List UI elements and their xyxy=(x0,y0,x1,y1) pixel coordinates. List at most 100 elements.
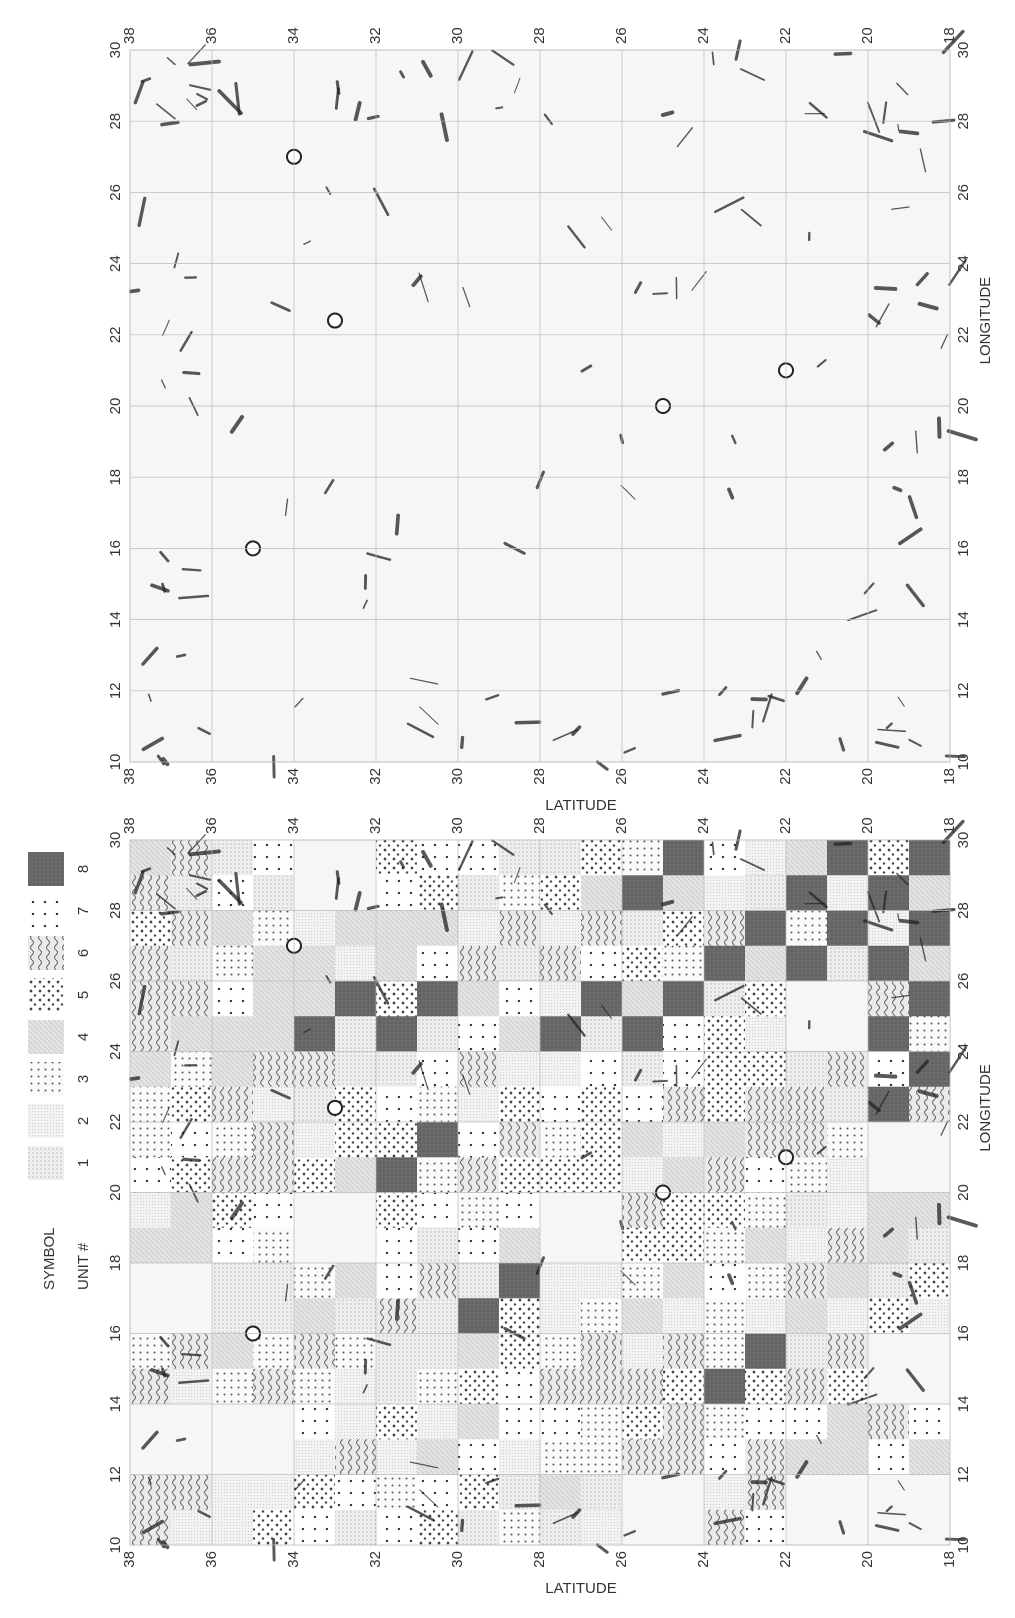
latitude-tick-label: 28 xyxy=(531,27,548,44)
unit-cell xyxy=(171,981,212,1016)
terrain-ridge xyxy=(894,1273,900,1275)
unit-cell xyxy=(540,911,582,946)
unit-cell xyxy=(171,1334,212,1369)
unit-cell xyxy=(253,1052,294,1087)
unit-cell xyxy=(458,874,500,910)
unit-cell xyxy=(376,1438,418,1474)
unit-cell xyxy=(663,981,704,1016)
unit-cell xyxy=(499,1404,540,1439)
legend-swatch xyxy=(28,1062,64,1096)
unit-cell xyxy=(540,1122,582,1157)
unit-cell xyxy=(253,840,294,875)
unit-cell xyxy=(704,1122,746,1157)
unit-cell xyxy=(704,1193,746,1228)
longitude-tick-label: 16 xyxy=(107,1325,124,1342)
unit-cell xyxy=(458,1015,500,1051)
terrain-ridge xyxy=(835,843,850,844)
terrain-ridge xyxy=(901,132,918,134)
latitude-tick-label: 36 xyxy=(203,1551,220,1568)
unit-cell xyxy=(622,1404,664,1439)
unit-cell xyxy=(253,1122,294,1157)
unit-cell xyxy=(212,840,254,875)
unit-cell xyxy=(376,981,418,1016)
longitude-tick-label: 22 xyxy=(955,1114,972,1131)
unit-cell xyxy=(909,1227,950,1263)
unit-cell xyxy=(458,1193,500,1228)
unit-cell xyxy=(376,1227,418,1263)
unit-cell xyxy=(376,840,418,875)
unit-cell xyxy=(540,1475,582,1510)
legend-swatch xyxy=(28,978,64,1012)
legend-unit: 1 xyxy=(75,1159,92,1167)
unit-cell xyxy=(704,1263,746,1298)
unit-cell xyxy=(745,1193,786,1228)
unit-cell xyxy=(212,1052,254,1087)
unit-cell xyxy=(786,840,828,875)
unit-cell xyxy=(417,1297,458,1333)
unit-cell xyxy=(704,911,746,946)
unit-cell xyxy=(745,874,786,910)
terrain-ridge xyxy=(901,921,918,923)
unit-cell xyxy=(171,945,212,981)
unit-cell xyxy=(417,840,458,875)
latitude-tick-label: 38 xyxy=(121,817,138,834)
longitude-tick-label: 24 xyxy=(955,255,972,272)
longitude-tick-label: 24 xyxy=(107,1043,124,1060)
longitude-tick-label: 20 xyxy=(955,398,972,415)
unit-cell xyxy=(827,1052,868,1087)
unit-cell xyxy=(458,1368,500,1404)
unit-cell xyxy=(458,1438,500,1474)
unit-cell xyxy=(786,911,828,946)
unit-cell xyxy=(130,981,172,1016)
unit-cell xyxy=(745,1509,786,1545)
unit-cell xyxy=(663,1297,704,1333)
unit-cell xyxy=(868,1263,910,1298)
unit-cell xyxy=(294,1015,336,1051)
unit-cell xyxy=(499,1122,540,1157)
unit-cell xyxy=(581,1263,622,1298)
unit-cell xyxy=(704,1156,746,1192)
latitude-tick-label: 24 xyxy=(695,817,712,834)
unit-cell xyxy=(458,1156,500,1192)
unit-cell xyxy=(786,1227,828,1263)
legend-swatch xyxy=(28,1020,64,1054)
terrain-ridge xyxy=(177,1439,185,1441)
unit-cell xyxy=(581,1438,622,1474)
unit-cell xyxy=(704,1438,746,1474)
unit-cell xyxy=(253,1156,294,1192)
legend-unit: 6 xyxy=(75,949,92,957)
unit-label: UNIT # xyxy=(75,1242,92,1290)
unit-cell xyxy=(827,874,868,910)
unit-cell xyxy=(294,1509,336,1545)
unit-cell xyxy=(130,1015,172,1051)
unit-cell xyxy=(786,1297,828,1333)
unit-cell xyxy=(376,1193,418,1228)
latitude-tick-label: 34 xyxy=(285,27,302,44)
unit-cell xyxy=(417,1156,458,1192)
unit-cell xyxy=(663,1263,704,1298)
latitude-tick-label: 26 xyxy=(613,817,630,834)
unit-cell xyxy=(417,1404,458,1439)
terrain-ridge xyxy=(653,293,667,294)
unit-cell xyxy=(663,1334,704,1369)
unit-cell xyxy=(212,911,254,946)
latitude-tick-label: 22 xyxy=(777,1551,794,1568)
unit-cell xyxy=(294,1368,336,1404)
longitude-tick-label: 12 xyxy=(955,682,972,699)
unit-cell xyxy=(745,1475,786,1510)
unit-cell xyxy=(581,945,622,981)
unit-cell xyxy=(909,1438,950,1474)
unit-cell xyxy=(458,981,500,1016)
terrain-ridge xyxy=(368,906,378,908)
unit-cell xyxy=(212,1263,254,1298)
unit-cell xyxy=(417,1015,458,1051)
terrain-ridge xyxy=(183,569,201,570)
unit-cell xyxy=(745,1086,786,1122)
unit-cell xyxy=(581,1368,622,1404)
unit-cell xyxy=(212,1086,254,1122)
unit-cell xyxy=(704,1368,746,1404)
longitude-tick-label: 26 xyxy=(955,973,972,990)
terrain-ridge xyxy=(752,1494,753,1511)
unit-cell xyxy=(868,981,910,1016)
unit-cell xyxy=(376,1475,418,1510)
